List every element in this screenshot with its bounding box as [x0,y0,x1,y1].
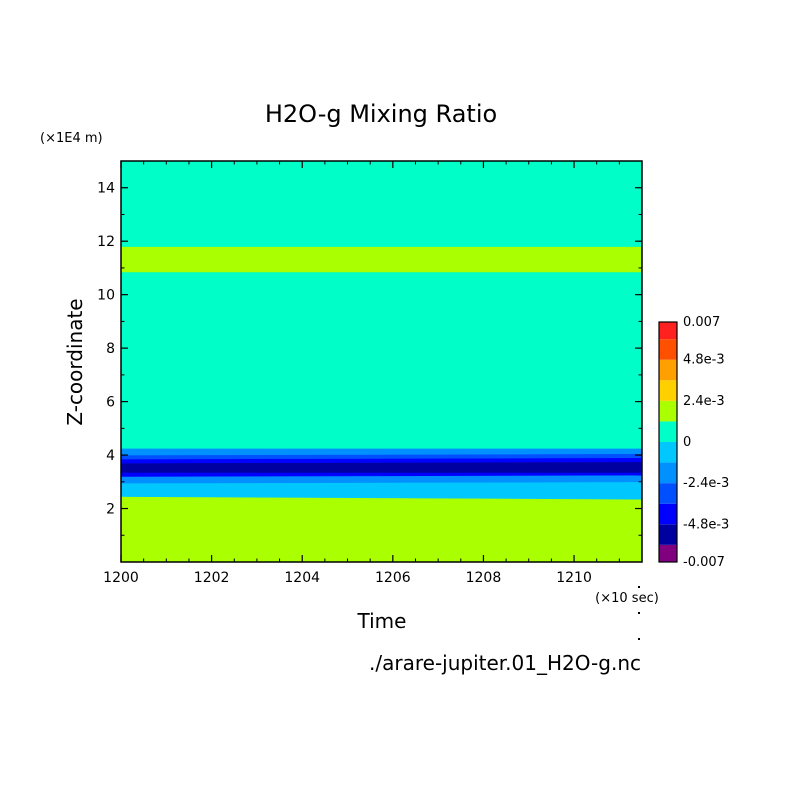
colorbar-tick-label: -0.007 [683,555,725,570]
colorbar-tick-label: -4.8e-3 [683,517,729,532]
colorbar: 0.007 4.8e-3 2.4e-3 0 -2.4e-3 -4.8e-3 -0.007 [658,315,729,570]
field-band [120,448,643,456]
y-tick-label: 8 [106,341,115,357]
x-unit-label: (×10 sec) [595,591,659,606]
colorbar-tick-label: 2.4e-3 [683,394,725,409]
colorbar-swatch [659,359,677,381]
y-unit-label: (×1E4 m) [40,131,103,146]
y-tick-label: 10 [97,288,115,304]
y-axis: 2 4 6 8 10 12 14 [97,160,642,536]
marker-dot [638,612,640,614]
field-band [120,481,643,500]
colorbar-swatch [659,503,677,525]
marker-dot [638,586,640,588]
colorbar-swatch [659,483,677,504]
colorbar-swatch [659,524,677,545]
colorbar-frame [658,321,678,563]
y-tick-label: 4 [106,448,115,464]
colorbar-swatch [659,322,677,340]
y-tick-label: 12 [97,234,115,250]
field-band [120,160,643,247]
field-band [120,461,643,473]
marker-dot [638,638,640,640]
field-band [120,271,643,449]
x-tick-label: 1200 [103,570,139,586]
plot-frame [120,160,643,563]
y-axis-label: Z-coordinate [63,298,87,425]
plot-area [120,160,643,563]
x-tick-label: 1208 [466,570,502,586]
colorbar-swatch [659,442,677,463]
filename-label: ./arare-jupiter.01_H2O-g.nc [369,651,641,675]
y-tick-label: 14 [97,181,115,197]
x-axis-label: Time [357,609,407,633]
x-tick-label: 1202 [194,570,230,586]
colorbar-swatch [659,400,677,422]
colorbar-swatch [659,462,677,484]
chart-title: H2O-g Mixing Ratio [265,100,497,128]
y-tick-label: 6 [106,395,115,411]
field-band [120,496,643,563]
y-tick-label: 2 [106,502,115,518]
colorbar-swatch [659,339,677,360]
colorbar-swatch [659,421,677,442]
x-tick-label: 1206 [375,570,411,586]
x-axis: 1200 1202 1204 1206 1208 1210 [103,161,643,586]
colorbar-swatch [659,380,677,401]
x-tick-label: 1210 [556,570,592,586]
colorbar-tick-label: -2.4e-3 [683,476,729,491]
marker-dots [638,586,640,640]
colorbar-tick-label: 0.007 [683,315,720,330]
colorbar-swatch [659,544,677,562]
field-band [120,246,643,273]
colorbar-tick-label: 4.8e-3 [683,353,725,368]
colorbar-tick-label: 0 [683,435,691,450]
x-tick-label: 1204 [284,570,320,586]
